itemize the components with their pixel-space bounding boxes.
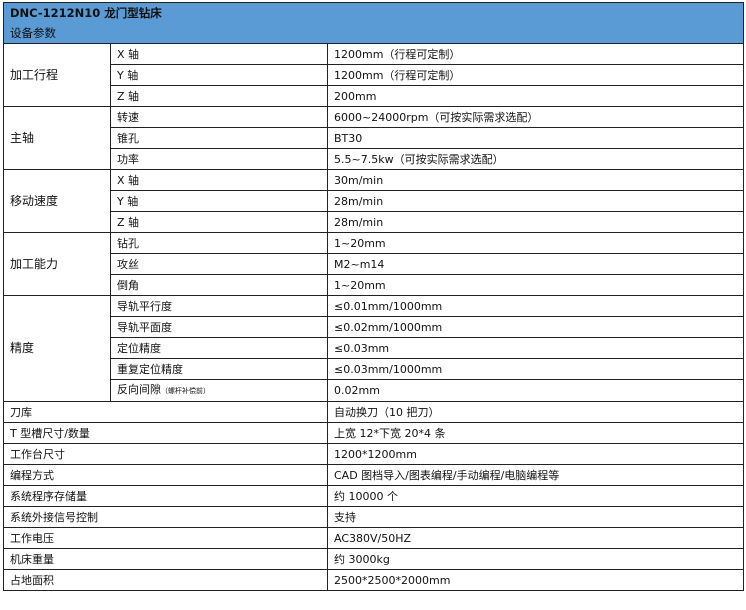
table-row: 加工行程 X 轴 1200mm（行程可定制）: [3, 43, 744, 107]
param-name: 倒角: [110, 274, 328, 296]
table-header: DNC-1212N10 龙门型钻床 设备参数: [3, 2, 744, 43]
param-name: 机床重量: [3, 548, 328, 570]
table-row: T 型槽尺寸/数量 上宽 12*下宽 20*4 条: [3, 422, 744, 444]
param-name: 导轨平面度: [110, 316, 328, 338]
param-name: T 型槽尺寸/数量: [3, 422, 328, 444]
table-row: 反向间隙（螺杆补偿前） 0.02mm: [4, 379, 744, 402]
table-row: Z 轴 28m/min: [4, 211, 744, 233]
table-row: 倒角 1~20mm: [4, 274, 744, 296]
group-label: 移动速度: [3, 169, 111, 233]
param-name: 攻丝: [110, 253, 328, 275]
param-name: 反向间隙（螺杆补偿前）: [110, 379, 328, 402]
param-value: CAD 图档导入/图表编程/手动编程/电脑编程等: [327, 464, 744, 486]
param-name: 工作台尺寸: [3, 443, 328, 465]
param-value: 支持: [327, 506, 744, 528]
param-value: 约 3000kg: [327, 548, 744, 570]
param-value: 约 10000 个: [327, 485, 744, 507]
table-row: 功率 5.5~7.5kw（可按实际需求选配）: [4, 148, 744, 170]
param-value: BT30: [327, 127, 744, 149]
param-value: 28m/min: [327, 190, 744, 212]
param-name: 重复定位精度: [110, 358, 328, 380]
table-row: 锥孔 BT30: [4, 127, 744, 149]
param-value: ≤0.01mm/1000mm: [327, 295, 744, 317]
table-row: 定位精度 ≤0.03mm: [4, 337, 744, 359]
param-value: 0.02mm: [327, 379, 744, 402]
param-value: 1200mm（行程可定制）: [327, 64, 744, 86]
param-value: 5.5~7.5kw（可按实际需求选配）: [327, 148, 744, 170]
group-label: 主轴: [3, 106, 111, 170]
param-name: 占地面积: [3, 569, 328, 591]
group-label: 加工能力: [3, 232, 111, 296]
param-name: 功率: [110, 148, 328, 170]
table-row: 攻丝 M2~m14: [4, 253, 744, 275]
param-name: Z 轴: [110, 211, 328, 233]
param-name: 工作电压: [3, 527, 328, 549]
table-row: Z 轴 200mm: [4, 85, 744, 107]
table-row: 机床重量约 3000kg: [3, 548, 744, 570]
table-row: 编程方式 CAD 图档导入/图表编程/手动编程/电脑编程等: [3, 464, 744, 486]
table-row: 加工能力 钻孔 1~20mm: [3, 232, 744, 296]
param-value: ≤0.03mm/1000mm: [327, 358, 744, 380]
param-value: 30m/min: [327, 169, 744, 191]
table-row: 工作电压 AC380V/50HZ: [3, 527, 744, 549]
param-value: 自动换刀（10 把刀）: [327, 401, 744, 423]
param-name: 钻孔: [110, 232, 328, 254]
param-name: 系统外接信号控制: [3, 506, 328, 528]
param-value: 上宽 12*下宽 20*4 条: [327, 422, 744, 444]
param-name: 定位精度: [110, 337, 328, 359]
param-name: 刀库: [3, 401, 328, 423]
table-row: 导轨平面度 ≤0.02mm/1000mm: [4, 316, 744, 338]
table-row: Y 轴 28m/min: [4, 190, 744, 212]
group-label: 加工行程: [3, 43, 111, 107]
param-value: 1~20mm: [327, 232, 744, 254]
param-name: X 轴: [110, 43, 328, 65]
param-name: 转速: [110, 106, 328, 128]
param-value: 1200mm（行程可定制）: [327, 43, 744, 65]
param-value: 1200*1200mm: [327, 443, 744, 465]
table-row: 重复定位精度 ≤0.03mm/1000mm: [4, 358, 744, 380]
param-value: ≤0.03mm: [327, 337, 744, 359]
table-row: 系统外接信号控制 支持: [3, 506, 744, 528]
table-row: Y 轴 1200mm（行程可定制）: [4, 64, 744, 86]
spec-sheet: DNC-1212N10 龙门型钻床 设备参数 加工行程 X 轴 1200mm（行程可…: [3, 2, 744, 591]
param-name: Y 轴: [110, 64, 328, 86]
param-name: 导轨平行度: [110, 295, 328, 317]
param-value: 2500*2500*2000mm: [327, 569, 744, 591]
table-row: 工作台尺寸 1200*1200mm: [3, 443, 744, 465]
table-row: 精度 导轨平行度 ≤0.01mm/1000mm: [3, 295, 744, 402]
param-value: AC380V/50HZ: [327, 527, 744, 549]
param-value: 200mm: [327, 85, 744, 107]
param-value: 28m/min: [327, 211, 744, 233]
table-row: 占地面积 2500*2500*2000mm: [3, 569, 744, 591]
param-note: （螺杆补偿前）: [161, 387, 210, 395]
param-value: 6000~24000rpm（可按实际需求选配）: [327, 106, 744, 128]
param-name: 系统程序存储量: [3, 485, 328, 507]
table-row: 移动速度 X 轴 30m/min: [3, 169, 744, 233]
table-row: 刀库 自动换刀（10 把刀）: [3, 401, 744, 423]
param-value: ≤0.02mm/1000mm: [327, 316, 744, 338]
group-label: 精度: [3, 295, 111, 402]
param-value: M2~m14: [327, 253, 744, 275]
param-name: 编程方式: [3, 464, 328, 486]
table-row: 主轴 转速 6000~24000rpm（可按实际需求选配）: [3, 106, 744, 170]
param-name: Y 轴: [110, 190, 328, 212]
section-title: 设备参数: [10, 26, 56, 40]
param-name: 锥孔: [110, 127, 328, 149]
param-value: 1~20mm: [327, 274, 744, 296]
param-name: X 轴: [110, 169, 328, 191]
machine-title: DNC-1212N10 龙门型钻床: [10, 6, 162, 20]
table-row: 系统程序存储量约 10000 个: [3, 485, 744, 507]
param-label: 反向间隙: [117, 383, 161, 396]
param-name: Z 轴: [110, 85, 328, 107]
